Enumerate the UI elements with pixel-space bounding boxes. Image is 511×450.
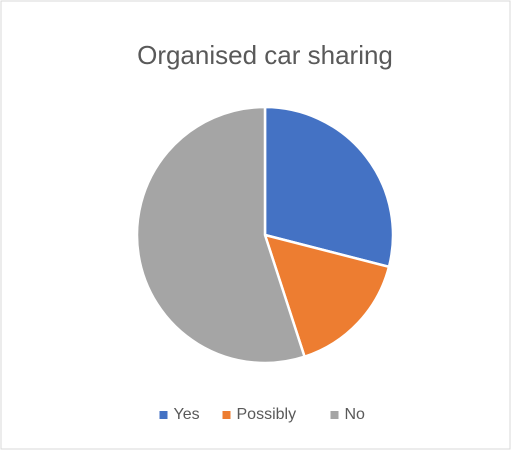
pie-slice [263,105,395,269]
legend-label: Possibly [237,406,297,423]
pie-slice [135,105,307,365]
legend-swatch [222,411,231,419]
legend-label: Yes [174,406,200,423]
legend-swatch [330,411,339,419]
legend-swatch [159,411,168,419]
pie-slice [263,233,391,359]
chart-title: Organised car sharing [137,40,393,70]
legend-label: No [345,406,366,423]
